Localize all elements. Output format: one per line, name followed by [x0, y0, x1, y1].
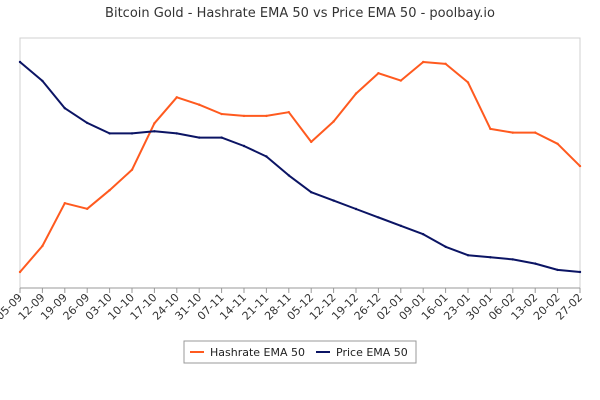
data-point — [556, 142, 559, 145]
data-point — [41, 79, 44, 83]
data-point — [466, 254, 470, 257]
series-group — [18, 60, 582, 274]
data-point — [377, 71, 380, 75]
data-point — [556, 268, 559, 272]
data-point — [265, 114, 268, 118]
data-point — [444, 245, 447, 248]
legend-label: Price EMA 50 — [336, 346, 408, 359]
data-point — [220, 112, 223, 116]
data-point — [265, 155, 268, 158]
data-point — [108, 189, 111, 192]
data-point — [444, 62, 447, 66]
data-point — [511, 258, 514, 261]
data-point — [534, 262, 537, 265]
data-point — [175, 96, 178, 99]
data-point — [511, 131, 514, 134]
data-point — [108, 132, 111, 135]
data-point — [130, 168, 134, 171]
data-point — [242, 144, 246, 148]
data-point — [153, 130, 156, 133]
legend: Hashrate EMA 50 Price EMA 50 — [183, 340, 417, 364]
data-point — [41, 244, 44, 248]
data-point — [86, 121, 89, 125]
data-point — [153, 122, 156, 125]
data-point — [578, 164, 582, 168]
data-point — [489, 256, 492, 259]
data-point — [18, 270, 22, 274]
data-point — [399, 79, 402, 82]
data-point — [354, 92, 358, 95]
series-line-hashrate — [19, 61, 581, 273]
data-point — [489, 127, 492, 131]
legend-box — [183, 340, 417, 364]
data-point — [63, 202, 66, 205]
data-point — [310, 191, 313, 194]
data-point — [310, 140, 313, 144]
data-point — [534, 131, 537, 134]
data-point — [198, 136, 201, 139]
chart-title: Bitcoin Gold - Hashrate EMA 50 vs Price … — [105, 6, 495, 21]
data-point — [220, 136, 223, 139]
data-point — [332, 199, 335, 202]
data-point — [175, 132, 178, 135]
data-point — [130, 132, 134, 135]
data-point — [287, 174, 290, 177]
data-point — [399, 224, 402, 227]
legend-label: Hashrate EMA 50 — [210, 346, 305, 359]
data-point — [242, 114, 246, 118]
data-point — [466, 81, 470, 84]
data-point — [63, 107, 66, 110]
data-point — [198, 103, 201, 106]
data-point — [422, 60, 425, 64]
data-point — [86, 207, 89, 211]
data-point — [332, 120, 335, 123]
data-point — [354, 207, 358, 211]
data-point — [422, 233, 425, 236]
data-point — [377, 216, 380, 219]
data-point — [287, 110, 290, 114]
data-point — [18, 60, 22, 64]
series-line-price — [19, 61, 581, 273]
data-point — [578, 270, 582, 274]
